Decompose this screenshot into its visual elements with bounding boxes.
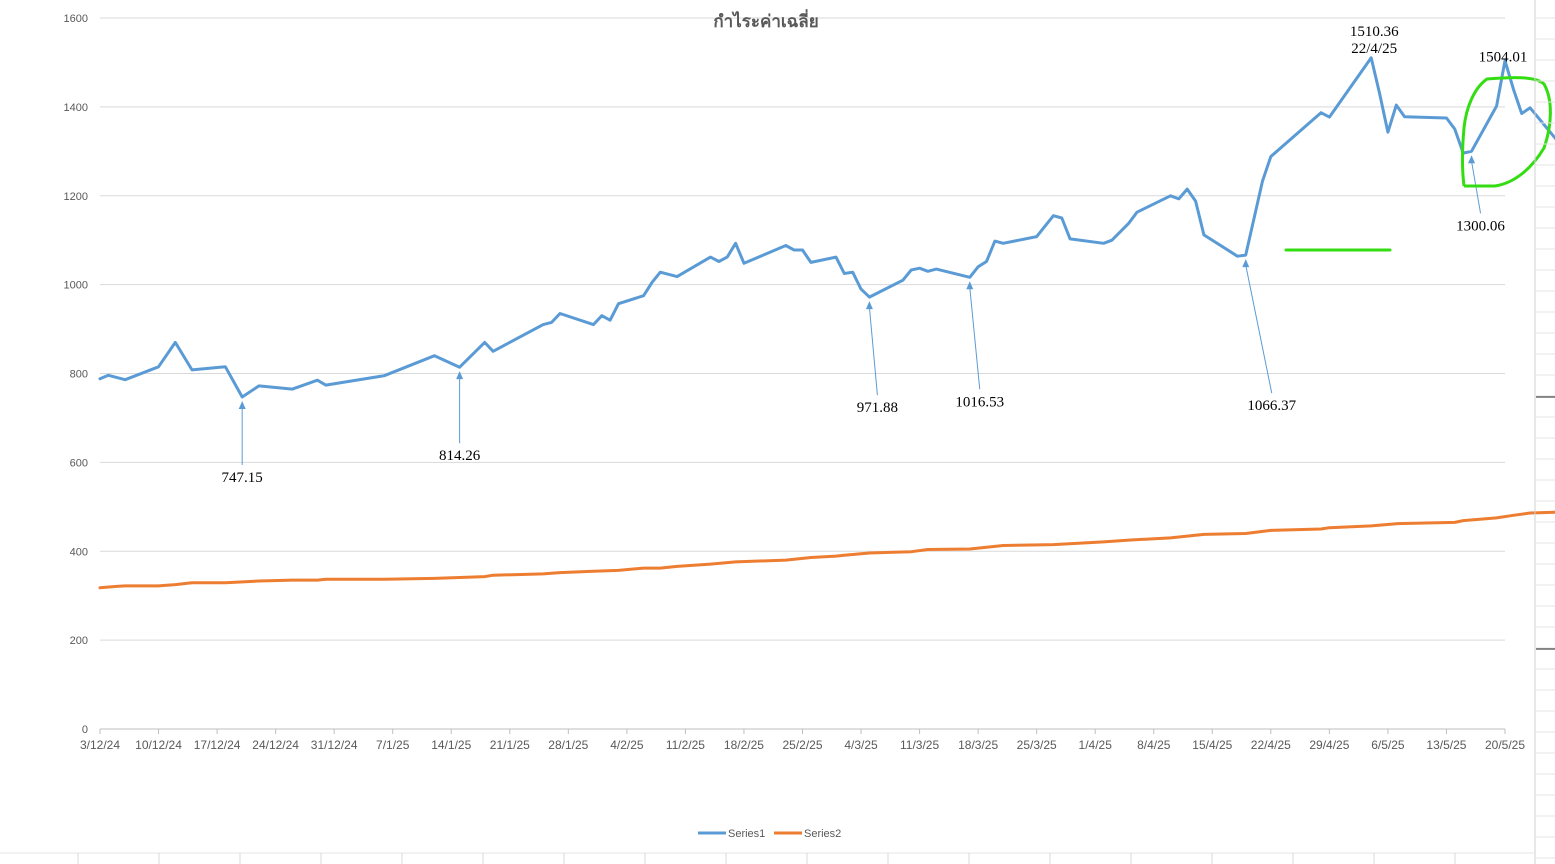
x-tick-label: 28/1/25 (548, 738, 588, 752)
annotation-arrowhead (966, 281, 974, 290)
chart-title: กำไระค่าเฉลี่ย (713, 9, 818, 32)
annotation-label: 1300.06 (1456, 218, 1505, 234)
x-tick-label: 18/2/25 (724, 738, 764, 752)
legend[interactable]: Series1 Series2 (698, 828, 841, 840)
y-tick-label: 400 (70, 546, 88, 558)
annotation-arrowhead (1468, 155, 1476, 164)
x-tick-label: 14/1/25 (431, 738, 471, 752)
x-tick-label: 11/3/25 (900, 738, 939, 752)
y-tick-label: 1600 (64, 13, 88, 25)
x-tick-label: 22/4/25 (1251, 738, 1291, 752)
x-tick-label: 1/4/25 (1079, 738, 1113, 752)
y-tick-label: 200 (70, 635, 88, 647)
annotation-arrowhead (456, 371, 464, 380)
annotation-arrowhead (1242, 259, 1250, 268)
annotation-label: 1066.37 (1247, 398, 1296, 414)
x-tick-label: 10/12/24 (135, 738, 182, 752)
annotation-sublabel: 22/4/25 (1351, 41, 1397, 57)
y-tick-label: 1000 (64, 280, 88, 292)
gridlines (100, 17, 1505, 730)
x-tick-label: 17/12/24 (194, 738, 241, 752)
annotation-label: 1504.01 (1479, 50, 1528, 66)
x-tick-label: 3/12/24 (80, 738, 120, 752)
x-tick-label: 13/5/25 (1426, 738, 1466, 752)
highlight-marks (1284, 76, 1552, 252)
annotation-arrowhead (865, 301, 873, 310)
annotation-arrow (1245, 265, 1273, 394)
x-tick-label: 6/5/25 (1371, 738, 1405, 752)
annotations: 747.15 814.26 971.88 1016.53 1066.37 1510.362… (222, 24, 1528, 486)
annotation-label: 1016.53 (955, 394, 1004, 410)
annotation-label: 971.88 (857, 400, 898, 416)
y-tick-label: 1400 (64, 102, 88, 114)
x-tick-label: 25/3/25 (1017, 738, 1057, 752)
annotation-arrow (969, 287, 981, 390)
annotation-arrowhead (238, 400, 246, 409)
y-tick-label: 1200 (64, 191, 88, 203)
y-tick-label: 800 (70, 369, 88, 381)
y-tick-label: 600 (70, 457, 88, 469)
annotation-label: 1510.36 (1350, 24, 1399, 40)
annotation-label: 814.26 (439, 448, 481, 464)
series-lines (98, 56, 1555, 590)
x-axis-ticks: 3/12/24 10/12/24 17/12/24 24/12/24 31/12/24 7… (80, 729, 1525, 752)
x-tick-label: 29/4/25 (1309, 738, 1349, 752)
x-tick-label: 18/3/25 (958, 738, 998, 752)
x-tick-label: 4/2/25 (610, 738, 644, 752)
x-tick-label: 24/12/24 (252, 738, 299, 752)
x-tick-label: 7/1/25 (376, 738, 410, 752)
annotation-arrow (868, 307, 878, 396)
series-line-series2 (98, 510, 1555, 590)
series-line-series1 (98, 56, 1555, 399)
x-tick-label: 11/2/25 (666, 738, 705, 752)
legend-label-series2: Series2 (804, 828, 841, 840)
x-tick-label: 25/2/25 (782, 738, 822, 752)
x-tick-label: 4/3/25 (844, 738, 878, 752)
x-tick-label: 20/5/25 (1485, 738, 1525, 752)
highlight-circle (1461, 76, 1552, 188)
x-tick-label: 15/4/25 (1192, 738, 1232, 752)
x-tick-label: 21/1/25 (490, 738, 530, 752)
x-tick-label: 31/12/24 (311, 738, 358, 752)
y-tick-label: 0 (82, 724, 88, 736)
annotation-label: 747.15 (222, 470, 263, 486)
legend-label-series1: Series1 (728, 828, 765, 840)
x-tick-label: 8/4/25 (1137, 738, 1171, 752)
y-axis-ticks: 0 200 400 600 800 1000 1200 1400 1600 (64, 13, 88, 736)
